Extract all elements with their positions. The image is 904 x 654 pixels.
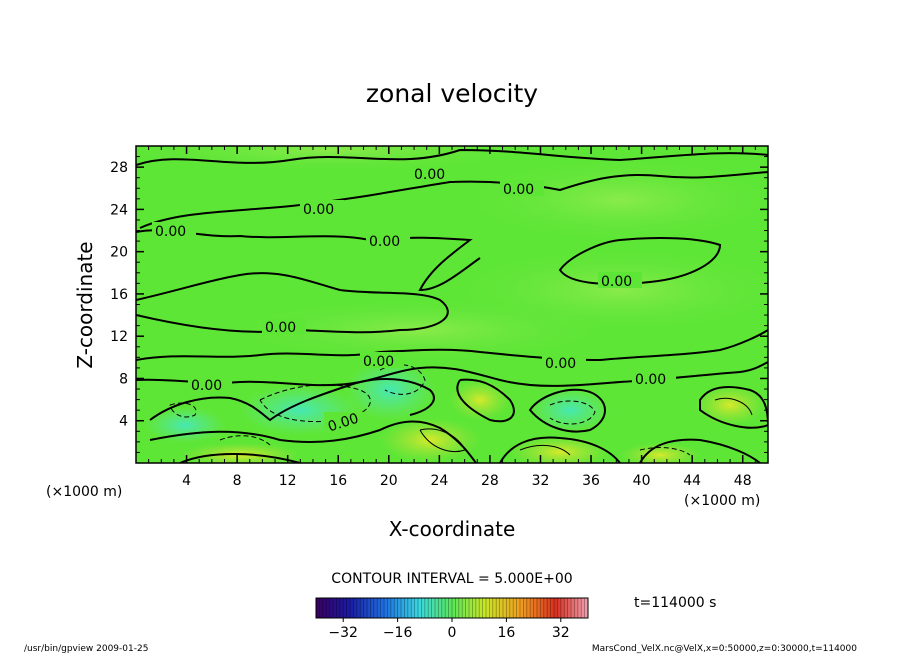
colorbar-tick-label: −16 <box>383 625 413 641</box>
x-tick-label: 28 <box>481 473 499 489</box>
x-axis-label: X-coordinate <box>389 517 516 541</box>
x-tick-label: 16 <box>329 473 347 489</box>
x-tick-label: 32 <box>532 473 550 489</box>
x-tick-label: 4 <box>182 473 191 489</box>
contour-label: 0.00 <box>369 234 400 250</box>
plot-field <box>136 146 768 463</box>
x-tick-label: 20 <box>380 473 398 489</box>
y-tick-label: 20 <box>110 245 128 261</box>
x-tick-label: 24 <box>430 473 448 489</box>
footer-right: MarsCond_VelX.nc@VelX,x=0:50000,z=0:3000… <box>592 644 857 654</box>
y-axis-label: Z-coordinate <box>73 241 97 368</box>
contour-label: 0.00 <box>635 372 666 388</box>
chart-title: zonal velocity <box>366 79 538 108</box>
y-tick-label: 4 <box>119 414 128 430</box>
y-tick-label: 24 <box>110 202 128 218</box>
contour-label: 0.00 <box>414 167 445 183</box>
footer-left: /usr/bin/gpview 2009-01-25 <box>24 644 148 654</box>
x-tick-label: 44 <box>683 473 701 489</box>
contour-label: 0.00 <box>601 274 632 290</box>
x-axis-unit-right: (×1000 m) <box>684 493 760 509</box>
contour-label: 0.00 <box>503 182 534 198</box>
colorbar-tick-label: 16 <box>497 625 515 641</box>
y-tick-label: 28 <box>110 160 128 176</box>
contour-label: 0.00 <box>155 224 186 240</box>
contour-label: 0.00 <box>191 378 222 394</box>
contour-label: 0.00 <box>265 320 296 336</box>
colorbar: −32 −16 0 16 32 <box>315 597 589 641</box>
time-label: t=114000 s <box>634 595 716 611</box>
contour-label: 0.00 <box>303 202 334 218</box>
x-tick-label: 12 <box>279 473 297 489</box>
y-tick-label: 8 <box>119 371 128 387</box>
contour-label: 0.00 <box>363 354 394 370</box>
colorbar-tick-label: −32 <box>328 625 358 641</box>
y-tick-label: 16 <box>110 287 128 303</box>
contour-labels: 0.00 0.00 0.00 0.00 0.00 0.00 0.00 0.00 … <box>152 165 676 435</box>
x-tick-label: 8 <box>233 473 242 489</box>
y-tick-label: 12 <box>110 329 128 345</box>
colorbar-stripes <box>318 598 585 618</box>
colorbar-tick-label: 0 <box>448 625 457 641</box>
y-axis: 4 8 12 16 20 24 28 <box>110 156 768 453</box>
x-tick-label: 48 <box>734 473 752 489</box>
x-tick-label: 36 <box>582 473 600 489</box>
contour-label: 0.00 <box>545 356 576 372</box>
colorbar-ticks: −32 −16 0 16 32 <box>328 618 570 641</box>
contour-interval: CONTOUR INTERVAL = 5.000E+00 <box>331 571 572 587</box>
colorbar-tick-label: 32 <box>552 625 570 641</box>
x-tick-label: 40 <box>633 473 651 489</box>
x-axis-unit-left: (×1000 m) <box>46 484 122 500</box>
x-axis: 4 8 12 16 20 24 28 32 36 40 44 48 <box>148 146 756 489</box>
